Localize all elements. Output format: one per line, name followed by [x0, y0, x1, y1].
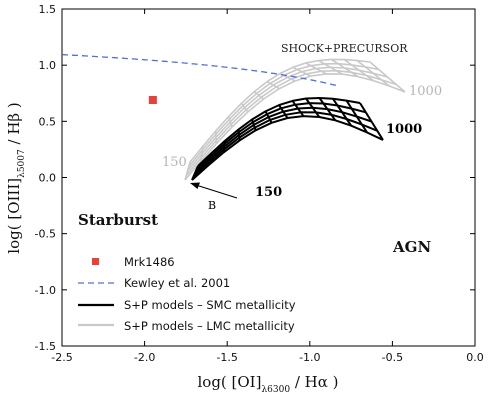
legend: Mrk1486 Kewley et al. 2001 S+P models – …: [78, 255, 296, 333]
legend-label-mrk1486: Mrk1486: [124, 255, 175, 269]
kewley-line-group: [61, 53, 339, 87]
annotation-agn: AGN: [392, 238, 431, 256]
x-tick-label: -0.5: [382, 351, 403, 364]
annotation-smc-1000: 1000: [386, 122, 422, 137]
plot-frame: [61, 8, 476, 347]
mrk1486-point: [148, 95, 157, 104]
x-tick-label: -1.5: [216, 351, 237, 364]
legend-label-kewley: Kewley et al. 2001: [124, 276, 230, 290]
model-field-line: [195, 102, 367, 171]
y-tick-label: -1.0: [35, 284, 56, 297]
y-tick-label: 0.0: [39, 172, 57, 185]
model-field-line: [184, 73, 406, 181]
y-tick-label: -1.5: [35, 340, 56, 353]
legend-label-smc: S+P models – SMC metallicity: [124, 298, 296, 312]
axis-ticks: -2.5 -2.0 -1.5 -1.0 -0.5 0.0 -1.5 -1.0 -0.5 0.0 0.…: [35, 3, 484, 364]
y-tick-label: 0.5: [39, 115, 57, 128]
x-tick-label: -2.5: [51, 351, 72, 364]
model-field-line: [186, 66, 388, 172]
annotation-starburst: Starburst: [78, 211, 158, 229]
y-tick-label: 1.0: [39, 59, 57, 72]
x-axis-title: log( [OI]λ6300 / Hα ): [197, 373, 338, 395]
model-field-line: [191, 115, 384, 181]
data-points: [148, 95, 157, 104]
model-field-line: [194, 106, 372, 174]
annotation-lmc-150: 150: [162, 155, 187, 170]
magnetic-field-arrow: [195, 184, 238, 199]
y-axis-title: log( [OIII]λ5007 / Hβ ): [5, 102, 27, 253]
legend-label-lmc: S+P models – LMC metallicity: [124, 319, 295, 333]
legend-marker-mrk1486: [92, 258, 99, 265]
y-tick-label: -0.5: [35, 228, 56, 241]
lmc-model-grid: [184, 58, 406, 181]
annotation-b: B: [208, 199, 216, 212]
x-tick-label: -1.0: [299, 351, 320, 364]
model-field-line: [185, 69, 397, 177]
kewley-2001-curve: [61, 53, 339, 87]
model-field-line: [189, 58, 371, 163]
smc-model-grid: [191, 97, 384, 181]
model-field-line: [192, 111, 378, 178]
annotation-shock: SHOCK+PRECURSOR: [281, 42, 408, 55]
x-tick-label: -2.0: [134, 351, 155, 364]
annotation-lmc-1000: 1000: [409, 84, 442, 99]
magnetic-field-arrowhead: [190, 182, 200, 189]
x-tick-label: 0.0: [466, 351, 484, 364]
annotation-smc-150: 150: [255, 185, 282, 200]
y-tick-label: 1.5: [39, 3, 57, 16]
model-field-line: [197, 97, 361, 167]
